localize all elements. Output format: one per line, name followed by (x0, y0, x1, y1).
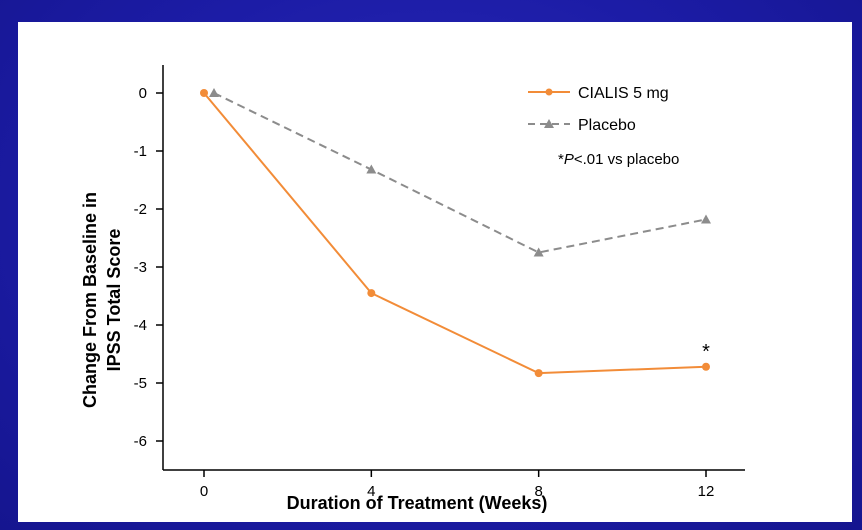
series-layer (200, 88, 711, 378)
significance-note: *P<.01 vs placebo (558, 151, 679, 168)
legend-cialis-marker (545, 88, 553, 96)
legend-placebo-marker (544, 119, 554, 128)
y-axis-title-line2: IPSS Total Score (104, 229, 124, 372)
y-axis-title-line1: Change From Baseline in (80, 192, 100, 408)
note-prefix: * (558, 151, 564, 168)
data-point-cialis-5-mg (534, 369, 543, 378)
y-tick-label: -4 (134, 317, 147, 334)
series-line-cialis-5-mg (203, 92, 707, 375)
significance-star: * (702, 341, 710, 363)
legend: CIALIS 5 mg Placebo *P<.01 vs placebo (528, 85, 679, 168)
data-point-placebo (533, 247, 544, 257)
x-tick-label: 12 (698, 483, 715, 500)
slide-panel (18, 22, 852, 522)
data-point-cialis-5-mg (200, 89, 208, 97)
data-point-placebo (701, 214, 711, 224)
x-tick-label: 4 (367, 483, 375, 500)
y-tick-label: -6 (134, 433, 147, 450)
note-italic: P (564, 151, 574, 168)
y-tick-label: -3 (134, 259, 147, 276)
x-tick-label: 8 (534, 483, 542, 500)
legend-placebo-label: Placebo (578, 117, 636, 134)
axes: 0 -1 -2 -3 -4 -5 -6 0 4 8 12 (134, 65, 745, 500)
y-tick-label: 0 (139, 85, 147, 102)
y-tick-label: -5 (134, 375, 147, 392)
data-point-placebo (366, 164, 377, 174)
series-line-placebo (213, 92, 707, 254)
y-tick-label: -1 (134, 143, 147, 160)
data-point-placebo (209, 88, 219, 97)
y-tick-label: -2 (134, 201, 147, 218)
note-suffix: <.01 vs placebo (574, 151, 680, 168)
x-tick-label: 0 (200, 483, 208, 500)
x-axis-title: Duration of Treatment (Weeks) (287, 493, 548, 513)
y-axis-title-group: Change From Baseline in IPSS Total Score (80, 192, 124, 408)
data-point-cialis-5-mg (702, 362, 710, 371)
data-point-cialis-5-mg (367, 289, 376, 298)
legend-cialis-label: CIALIS 5 mg (578, 85, 669, 102)
